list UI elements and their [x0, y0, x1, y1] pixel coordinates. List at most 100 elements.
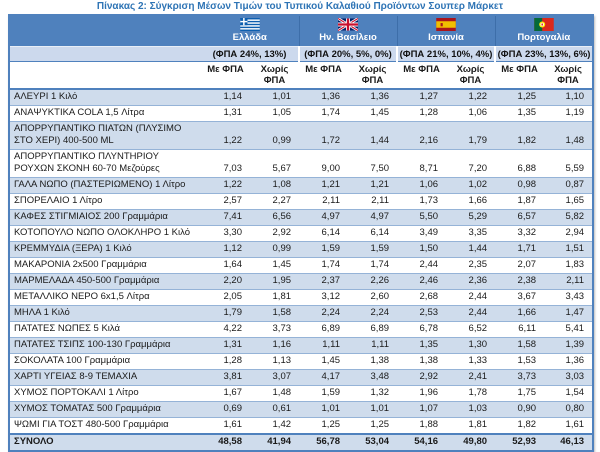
table-row: ΧΥΜΟΣ ΤΟΜΑΤΑΣ 500 Γραμμάρια 0,69 0,61 1,01 1… — [9, 401, 594, 418]
price-cell: 1,67 — [201, 385, 250, 402]
price-cell: 1,54 — [544, 385, 594, 402]
price-cell: 1,74 — [348, 257, 398, 274]
price-cell: 1,81 — [446, 417, 496, 434]
price-cell: 1,45 — [348, 105, 398, 122]
price-cell: 2,07 — [495, 257, 545, 274]
price-cell: 1,44 — [446, 241, 496, 258]
price-cell: 7,50 — [348, 149, 398, 178]
price-cell: 1,08 — [250, 177, 300, 194]
subheader-with-vat: Με ΦΠΑ — [495, 61, 545, 90]
price-cell: 2,24 — [299, 305, 349, 322]
price-cell: 1,12 — [201, 241, 250, 258]
total-price-cell: 53,04 — [348, 433, 398, 451]
price-cell: 2,20 — [201, 273, 250, 290]
total-price-cell: 46,13 — [544, 433, 594, 451]
price-cell: 1,38 — [348, 353, 398, 370]
price-cell: 1,48 — [250, 385, 300, 402]
price-cell: 3,35 — [446, 225, 496, 242]
price-cell: 1,42 — [250, 417, 300, 434]
price-cell: 0,90 — [495, 401, 545, 418]
price-cell: 1,25 — [495, 88, 545, 106]
country-name: Ελλάδα — [232, 32, 267, 43]
price-cell: 4,97 — [299, 209, 349, 226]
price-cell: 6,56 — [250, 209, 300, 226]
price-cell: 1,35 — [397, 337, 447, 354]
price-cell: 9,00 — [299, 149, 349, 178]
product-name-cell: ΠΑΤΑΤΕΣ ΝΩΠΕΣ 5 Κιλά — [9, 321, 201, 338]
table-row: ΜΗΛΑ 1 Κιλό 1,79 1,58 2,24 2,24 2,53 2,44 1,66 1… — [9, 305, 594, 322]
country-name: Πορτογαλία — [517, 32, 571, 43]
price-cell: 3,03 — [544, 369, 594, 386]
price-cell: 1,50 — [397, 241, 447, 258]
price-cell: 2,36 — [446, 273, 496, 290]
product-name-cell: ΑΠΟΡΡΥΠΑΝΤΙΚΟ ΠΛΥΝΤΗΡΙΟΥ ΡΟΥΧΩΝ ΣΚΟΝΗ 60… — [9, 149, 201, 178]
price-cell: 3,81 — [201, 369, 250, 386]
price-cell: 2,38 — [495, 273, 545, 290]
price-cell: 1,65 — [544, 193, 594, 210]
price-cell: 6,11 — [495, 321, 545, 338]
price-cell: 0,98 — [495, 177, 545, 194]
vat-label-spain: (ΦΠΑ 21%, 10%, 4%) — [396, 46, 496, 62]
subheader-without-vat: Χωρίς ΦΠΑ — [446, 61, 496, 90]
price-cell: 3,32 — [495, 225, 545, 242]
price-cell: 3,07 — [250, 369, 300, 386]
price-cell: 2,05 — [201, 289, 250, 306]
country-name: Ισπανία — [428, 32, 464, 43]
table-row: ΜΑΚΑΡΟΝΙΑ 2x500 Γραμμάρια 1,64 1,45 1,74 1,7… — [9, 257, 594, 274]
price-cell: 2,44 — [446, 305, 496, 322]
subheader-with-vat: Με ΦΠΑ — [201, 61, 250, 90]
price-cell: 1,10 — [544, 88, 594, 106]
table-row: ΣΟΚΟΛΑΤΑ 100 Γραμμάρια 1,28 1,13 1,45 1,38 1,… — [9, 353, 594, 370]
table-row: ΚΑΦΕΣ ΣΤΙΓΜΙΑΙΟΣ 200 Γραμμάρια 7,41 6,56 4,… — [9, 209, 594, 226]
product-name-cell: ΧΑΡΤΙ ΥΓΕΙΑΣ 8-9 ΤΕΜΑΧΙΑ — [9, 369, 201, 386]
price-cell: 1,38 — [397, 353, 447, 370]
product-name-cell: ΧΥΜΟΣ ΠΟΡΤΟΚΑΛΙ 1 Λίτρο — [9, 385, 201, 402]
price-cell: 2,44 — [397, 257, 447, 274]
price-cell: 3,30 — [201, 225, 250, 242]
price-cell: 2,92 — [250, 225, 300, 242]
price-cell: 1,96 — [397, 385, 447, 402]
product-name-cell: ΚΑΦΕΣ ΣΤΙΓΜΙΑΙΟΣ 200 Γραμμάρια — [9, 209, 201, 226]
table-row: ΑΠΟΡΡΥΠΑΝΤΙΚΟ ΠΙΑΤΩΝ (ΠΛΥΣΙΜΟ ΣΤΟ ΧΕΡΙ) … — [9, 121, 594, 150]
price-comparison-table: Ελλάδα Ην. Βασίλειο — [8, 14, 595, 452]
price-cell: 3,48 — [348, 369, 398, 386]
price-cell: 5,59 — [544, 149, 594, 178]
subheader-without-vat: Χωρίς ΦΠΑ — [250, 61, 300, 90]
price-cell: 2,57 — [201, 193, 250, 210]
vat-label-greece: (ΦΠΑ 24%, 13%) — [201, 46, 300, 62]
table-row: ΠΑΤΑΤΕΣ ΤΣΙΠΣ 100-130 Γραμμάρια 1,31 1,16 1… — [9, 337, 594, 354]
total-price-cell: 48,58 — [201, 433, 250, 451]
price-cell: 1,14 — [201, 88, 250, 106]
price-cell: 0,80 — [544, 401, 594, 418]
price-cell: 1,71 — [495, 241, 545, 258]
price-cell: 5,29 — [446, 209, 496, 226]
price-cell: 3,43 — [544, 289, 594, 306]
price-cell: 1,22 — [446, 88, 496, 106]
price-cell: 6,52 — [446, 321, 496, 338]
price-cell: 1,36 — [544, 353, 594, 370]
price-cell: 1,51 — [544, 241, 594, 258]
price-cell: 1,81 — [250, 289, 300, 306]
table-row: ΧΑΡΤΙ ΥΓΕΙΑΣ 8-9 ΤΕΜΑΧΙΑ 3,81 3,07 4,17 3,48… — [9, 369, 594, 386]
price-cell: 1,01 — [348, 401, 398, 418]
table-row: ΚΡΕΜΜΥΔΙΑ (ΞΕΡΑ) 1 Κιλό 1,12 0,99 1,59 1,59 1… — [9, 241, 594, 258]
price-cell: 1,03 — [446, 401, 496, 418]
price-cell: 1,88 — [397, 417, 447, 434]
price-cell: 2,26 — [348, 273, 398, 290]
price-cell: 1,79 — [201, 305, 250, 322]
vat-header-row: (ΦΠΑ 24%, 13%) (ΦΠΑ 20%, 5%, 0%) (ΦΠΑ 21… — [9, 46, 594, 62]
spain-flag-icon — [436, 18, 456, 31]
subheader-without-vat: Χωρίς ΦΠΑ — [348, 61, 398, 90]
product-name-cell: ΨΩΜΙ ΓΙΑ ΤΟΣΤ 480-500 Γραμμάρια — [9, 417, 201, 434]
price-cell: 0,99 — [250, 241, 300, 258]
product-name-cell: ΣΠΟΡΕΛΑΙΟ 1 Λίτρο — [9, 193, 201, 210]
price-cell: 1,39 — [544, 337, 594, 354]
price-cell: 1,35 — [495, 105, 545, 122]
price-cell: 1,47 — [544, 305, 594, 322]
total-row: ΣΥΝΟΛΟ 48,58 41,94 56,78 53,04 54,16 49,80 52,9… — [9, 433, 594, 451]
price-cell: 2,11 — [299, 193, 349, 210]
country-header-spain: Ισπανία — [396, 15, 496, 47]
price-cell: 0,87 — [544, 177, 594, 194]
price-cell: 7,20 — [446, 149, 496, 178]
